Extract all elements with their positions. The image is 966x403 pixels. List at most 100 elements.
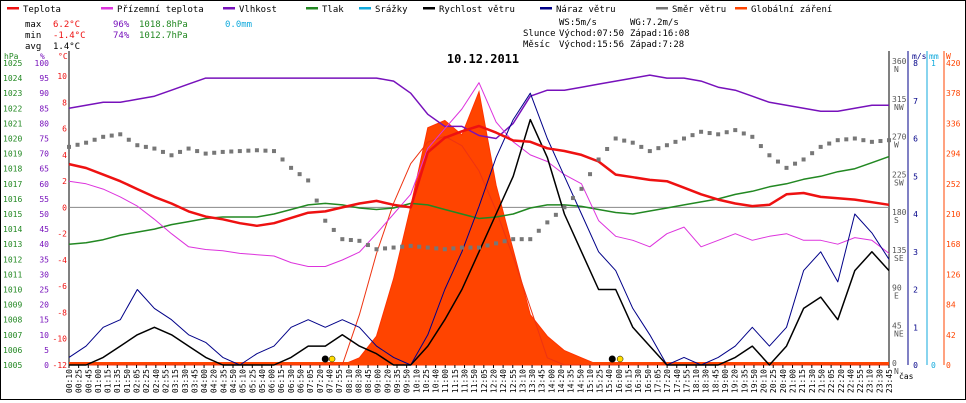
series-smer-vetru-point xyxy=(314,198,319,203)
dir-tick-225: 225 xyxy=(892,170,907,179)
series-smer-vetru-point xyxy=(536,228,541,233)
stats-min-press: 1012.7hPa xyxy=(139,31,188,41)
x-tick-label: 09:50 xyxy=(403,369,412,393)
x-tick-label: 04:50 xyxy=(229,369,238,393)
w-tick-84: 84 xyxy=(946,301,956,310)
celsius-tick--10: -10 xyxy=(53,335,68,344)
celsius-tick-2: 2 xyxy=(62,177,67,186)
legend-swatch-0 xyxy=(7,7,19,10)
pct-tick-60: 60 xyxy=(39,180,49,189)
series-smer-vetru-point xyxy=(775,159,780,164)
x-tick-label: 01:50 xyxy=(123,369,132,393)
x-tick-label: 16:00 xyxy=(615,369,624,393)
series-smer-vetru-point xyxy=(664,143,669,148)
stats-avg-label: avg xyxy=(25,42,41,52)
series-smer-vetru-point xyxy=(195,149,200,154)
series-smer-vetru-point xyxy=(451,246,456,251)
x-tick-label: 23:30 xyxy=(875,369,884,393)
daily-stats: max 6.2°C 96% 1018.8hPa 0.0mm min -1.4°C… xyxy=(25,18,690,52)
pct-tick-25: 25 xyxy=(39,286,49,295)
legend-item-2: Vlhkost xyxy=(239,5,277,15)
w-tick-378: 378 xyxy=(946,89,961,98)
x-tick-label: 17:40 xyxy=(673,369,682,393)
dir-tick-135: 135 xyxy=(892,246,907,255)
series-smer-vetru-point xyxy=(801,157,806,162)
axis-label-ms: m/s xyxy=(912,52,927,61)
x-tick-label: 03:15 xyxy=(171,369,180,393)
series-smer-vetru-point xyxy=(84,140,89,145)
legend-swatch-6 xyxy=(540,7,552,10)
ms-tick-6: 6 xyxy=(913,135,918,144)
x-tick-label: 12:40 xyxy=(499,369,508,393)
x-tick-label: 14:00 xyxy=(547,369,556,393)
series-smer-vetru-point xyxy=(348,238,353,243)
series-smer-vetru-point xyxy=(818,144,823,149)
series-smer-vetru-point xyxy=(186,146,191,151)
series-smer-vetru-point xyxy=(297,172,302,177)
x-tick-label: 15:40 xyxy=(605,369,614,393)
axis-label-mm: mm xyxy=(929,52,939,61)
hpa-tick-1020: 1020 xyxy=(3,135,22,144)
pct-tick-50: 50 xyxy=(39,210,49,219)
hpa-tick-1024: 1024 xyxy=(3,74,22,83)
series-smer-vetru-point xyxy=(143,144,148,149)
celsius-tick--4: -4 xyxy=(57,256,67,265)
series-smer-vetru-point xyxy=(716,132,721,137)
x-tick-label: 22:20 xyxy=(837,369,846,393)
celsius-tick--6: -6 xyxy=(57,282,67,291)
hpa-tick-1019: 1019 xyxy=(3,150,22,159)
series-smer-vetru-point xyxy=(682,136,686,141)
x-tick-label: 05:25 xyxy=(248,369,257,393)
hpa-tick-1015: 1015 xyxy=(3,210,22,219)
dir-label-SW: SW xyxy=(894,178,904,187)
series-smer-vetru-point xyxy=(758,144,763,149)
hpa-tick-1010: 1010 xyxy=(3,286,22,295)
legend-item-6: Náraz větru xyxy=(556,5,616,15)
x-tick-label: 07:20 xyxy=(316,369,325,393)
series-tlak xyxy=(68,155,890,245)
x-tick-label: 07:40 xyxy=(325,369,334,393)
ms-tick-1: 1 xyxy=(913,323,918,332)
series-smer-vetru-point xyxy=(793,161,798,166)
x-tick-label: 22:55 xyxy=(856,369,865,393)
series-smer-vetru-point xyxy=(92,137,97,142)
stats-slunce-zapad: Západ:16:08 xyxy=(630,29,690,39)
stats-wg: WG:7.2m/s xyxy=(630,18,679,28)
x-tick-label: 03:45 xyxy=(190,369,199,393)
series-smer-vetru-point xyxy=(101,134,106,139)
series-smer-vetru-point xyxy=(502,239,507,244)
w-tick-336: 336 xyxy=(946,119,961,128)
x-tick-label: 13:10 xyxy=(518,369,527,393)
celsius-tick--12: -12 xyxy=(53,361,68,370)
x-tick-label: 10:40 xyxy=(432,369,441,393)
x-tick-label: 11:30 xyxy=(461,369,470,393)
legend-swatch-2 xyxy=(223,7,235,10)
pct-tick-10: 10 xyxy=(39,331,49,340)
dir-label-N: N xyxy=(894,367,899,376)
x-tick-label: 09:20 xyxy=(383,369,392,393)
axis-label-time: čas xyxy=(899,371,914,381)
series-smer-vetru-point xyxy=(400,244,405,249)
legend-item-4: Srážky xyxy=(375,5,408,15)
x-tick-label: 02:25 xyxy=(142,369,151,393)
celsius-tick-6: 6 xyxy=(62,125,67,134)
series-smer-vetru-point xyxy=(553,212,558,217)
x-tick-label: 16:15 xyxy=(625,369,634,393)
series-smer-vetru-point xyxy=(331,227,336,232)
w-tick-294: 294 xyxy=(946,150,961,159)
series-smer-vetru-point xyxy=(622,138,627,143)
pct-tick-85: 85 xyxy=(39,104,49,113)
x-tick-label: 04:20 xyxy=(210,369,219,393)
x-tick-label: 19:00 xyxy=(721,369,730,393)
stats-min-temp: -1.4°C xyxy=(53,31,86,41)
series-smer-vetru-point xyxy=(306,178,311,183)
stats-max-temp: 6.2°C xyxy=(53,20,80,30)
series-smer-vetru-point xyxy=(485,243,490,248)
dir-label-W: W xyxy=(894,141,899,150)
legend-swatch-1 xyxy=(101,7,113,10)
x-tick-label: 18:10 xyxy=(692,369,701,393)
legend: Teplota Přízemní teplota Vlhkost Tlak Srážky… xyxy=(7,5,832,15)
series-smer-vetru-point xyxy=(229,149,234,154)
hpa-tick-1018: 1018 xyxy=(3,165,22,174)
